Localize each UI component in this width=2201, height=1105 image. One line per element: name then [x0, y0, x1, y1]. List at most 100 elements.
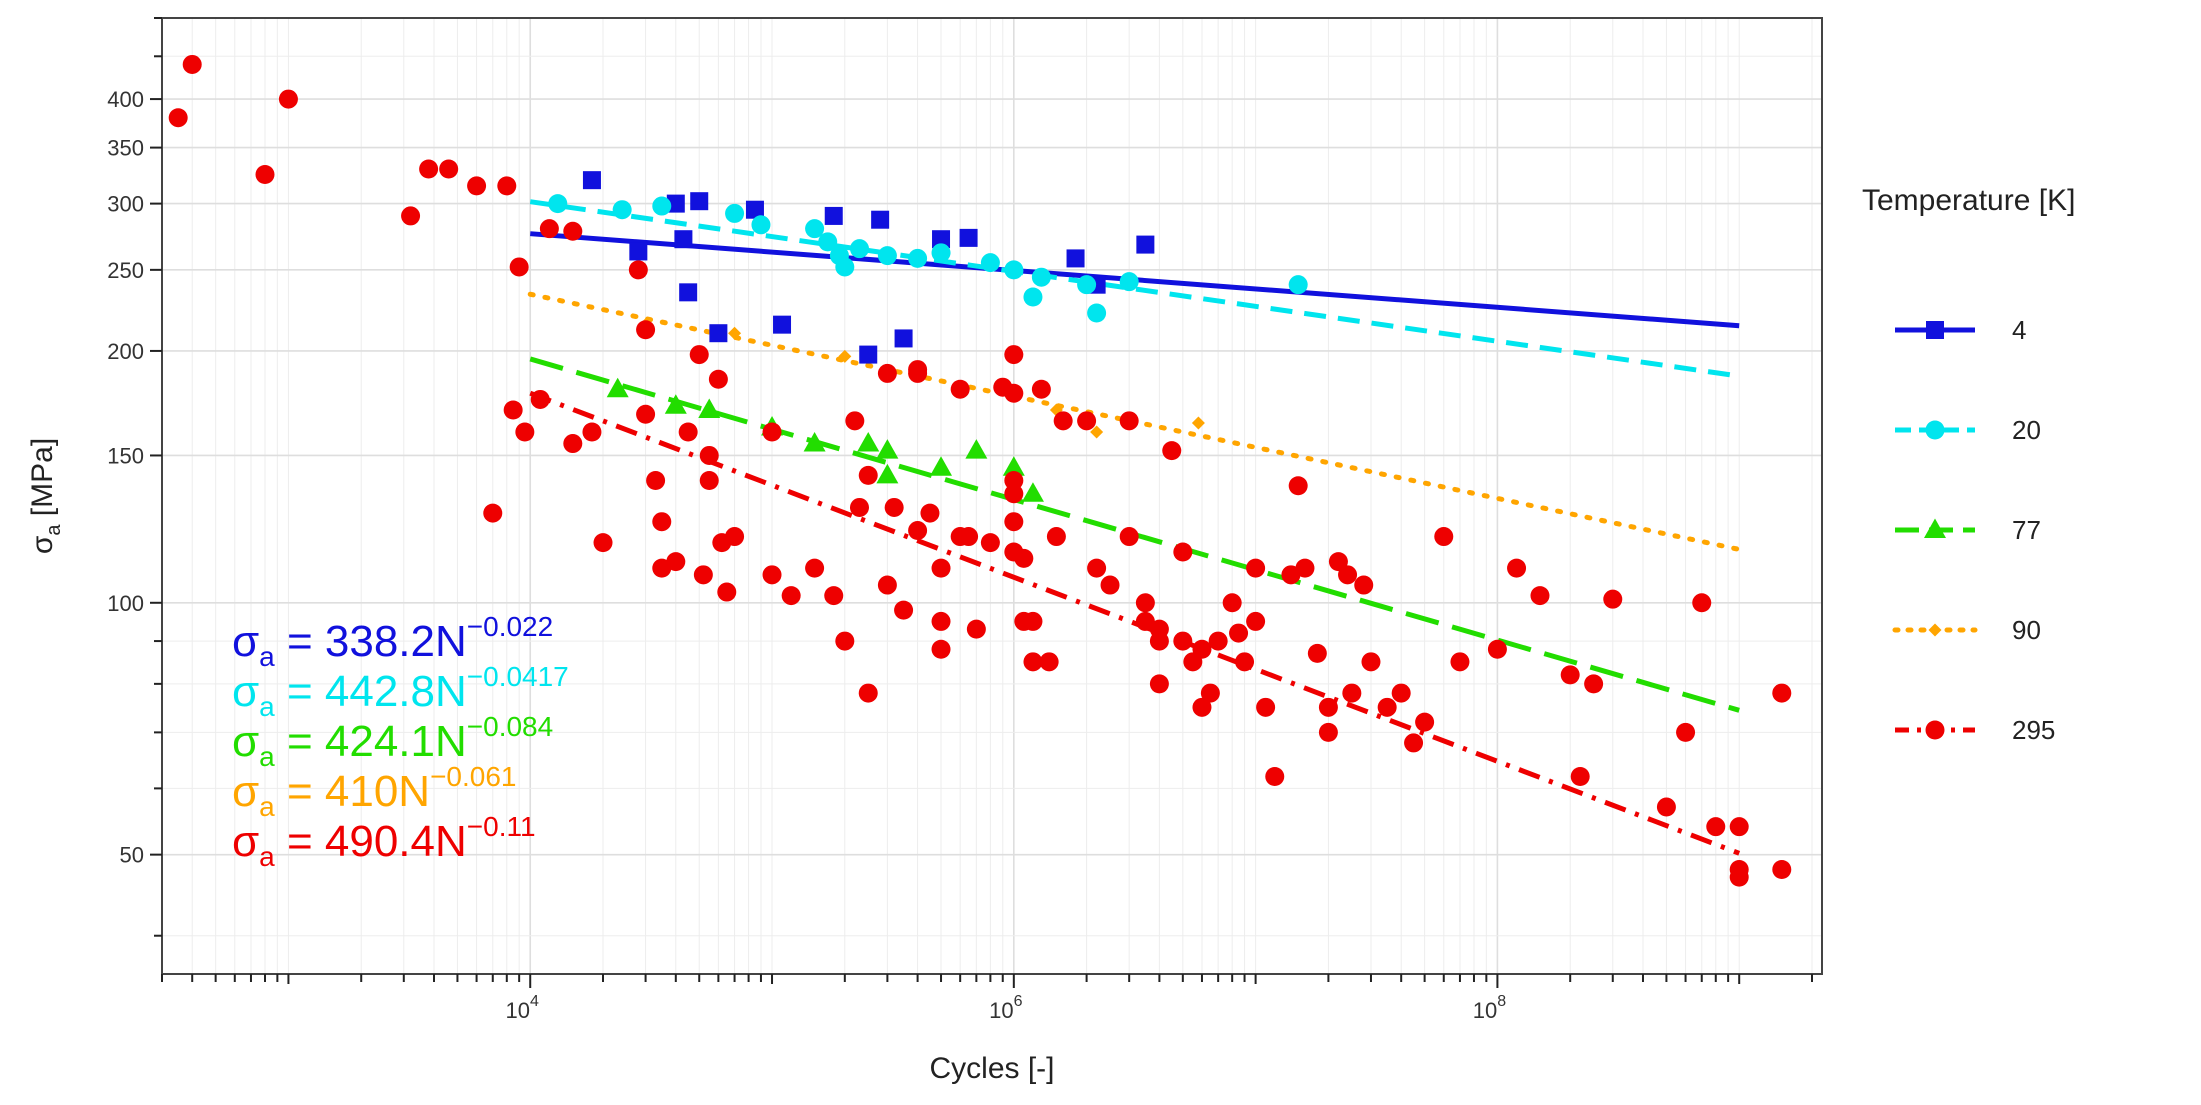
data-point-20 [612, 200, 632, 220]
data-point-90 [728, 326, 742, 340]
data-point-295 [582, 422, 602, 442]
data-point-295 [1149, 631, 1169, 651]
equation-77: σa = 424.1N−0.084 [232, 711, 553, 772]
data-point-20 [849, 239, 869, 259]
data-point-295 [1004, 471, 1024, 491]
legend-item-20: 20 [1895, 415, 2041, 445]
y-tick-label: 150 [107, 443, 144, 468]
data-point-295 [1487, 639, 1507, 659]
data-point-295 [1530, 586, 1550, 606]
data-point-295 [699, 471, 719, 491]
plot-panel-border [161, 17, 1823, 975]
data-point-295 [1004, 345, 1024, 365]
data-point-295 [1119, 411, 1139, 431]
data-point-295 [1772, 683, 1792, 703]
data-point-295 [1004, 512, 1024, 532]
data-point-295 [1361, 652, 1381, 672]
data-point-295 [693, 565, 713, 585]
legend-marker-4 [1926, 321, 1944, 339]
data-point-295 [699, 445, 719, 465]
legend-title: Temperature [K] [1862, 184, 2075, 217]
data-point-77 [698, 398, 721, 418]
data-point-295 [503, 400, 523, 420]
data-point-4 [871, 210, 890, 229]
data-point-295 [1014, 548, 1034, 568]
data-point-295 [1053, 411, 1073, 431]
data-point-295 [1173, 631, 1193, 651]
data-point-295 [1603, 589, 1623, 609]
data-point-295 [858, 465, 878, 485]
data-point-295 [1391, 683, 1411, 703]
legend-marker-77 [1924, 518, 1946, 538]
data-point-4 [629, 242, 648, 261]
data-point-295 [1149, 674, 1169, 694]
data-point-90 [1090, 425, 1104, 439]
data-point-295 [1434, 527, 1454, 547]
data-point-295 [1031, 379, 1051, 399]
data-point-295 [1656, 797, 1676, 817]
equation-4: σa = 338.2N−0.022 [232, 611, 553, 672]
data-point-4 [1136, 235, 1155, 254]
data-point-295 [628, 260, 648, 280]
data-point-295 [1135, 593, 1155, 613]
data-point-295 [908, 360, 928, 380]
data-point-295 [1004, 383, 1024, 403]
data-point-295 [1087, 558, 1107, 578]
data-point-295 [1295, 558, 1315, 578]
data-point-295 [1354, 575, 1374, 595]
data-point-295 [1570, 766, 1590, 786]
data-point-295 [666, 552, 686, 572]
equation-295: σa = 490.4N−0.11 [232, 811, 536, 872]
data-point-295 [1229, 623, 1249, 643]
data-point-295 [1307, 643, 1327, 663]
data-point-295 [1192, 697, 1212, 717]
data-point-295 [1162, 441, 1182, 461]
data-point-295 [1200, 683, 1220, 703]
data-point-295 [278, 89, 298, 109]
data-point-295 [725, 527, 745, 547]
data-point-295 [678, 422, 698, 442]
data-point-295 [931, 611, 951, 631]
data-point-295 [1288, 476, 1308, 496]
data-point-295 [1173, 542, 1193, 562]
data-point-4 [932, 230, 951, 249]
data-point-4 [674, 230, 693, 249]
data-point-77 [857, 432, 880, 452]
y-tick-label: 300 [107, 192, 144, 217]
data-point-77 [930, 456, 953, 476]
data-points [168, 54, 1792, 887]
legend-item-4: 4 [1895, 315, 2026, 345]
data-point-295 [1584, 674, 1604, 694]
data-point-295 [1328, 552, 1348, 572]
x-tick-label: 106 [989, 993, 1022, 1023]
data-point-4 [690, 192, 709, 211]
data-point-295 [1772, 859, 1792, 879]
data-point-295 [646, 471, 666, 491]
data-point-295 [920, 503, 940, 523]
data-point-295 [1676, 722, 1696, 742]
data-point-295 [1729, 867, 1749, 887]
x-axis-title: Cycles [-] [929, 1052, 1054, 1085]
data-point-20 [1031, 267, 1051, 287]
data-point-295 [1246, 611, 1266, 631]
data-point-295 [781, 586, 801, 606]
data-point-77 [664, 394, 687, 414]
data-point-20 [548, 194, 568, 214]
x-tick-label: 108 [1473, 993, 1506, 1023]
data-point-295 [439, 159, 459, 179]
data-point-20 [1087, 303, 1107, 323]
y-tick-label: 100 [107, 591, 144, 616]
legend-marker-20 [1925, 420, 1945, 440]
legend-marker-90 [1928, 623, 1942, 637]
data-point-295 [1192, 639, 1212, 659]
legend-label-20: 20 [2012, 415, 2041, 445]
data-point-20 [1119, 272, 1139, 292]
data-point-295 [959, 527, 979, 547]
data-point-295 [497, 176, 517, 196]
data-point-4 [1066, 249, 1085, 268]
data-point-295 [931, 639, 951, 659]
data-point-295 [824, 586, 844, 606]
data-point-20 [1288, 275, 1308, 295]
